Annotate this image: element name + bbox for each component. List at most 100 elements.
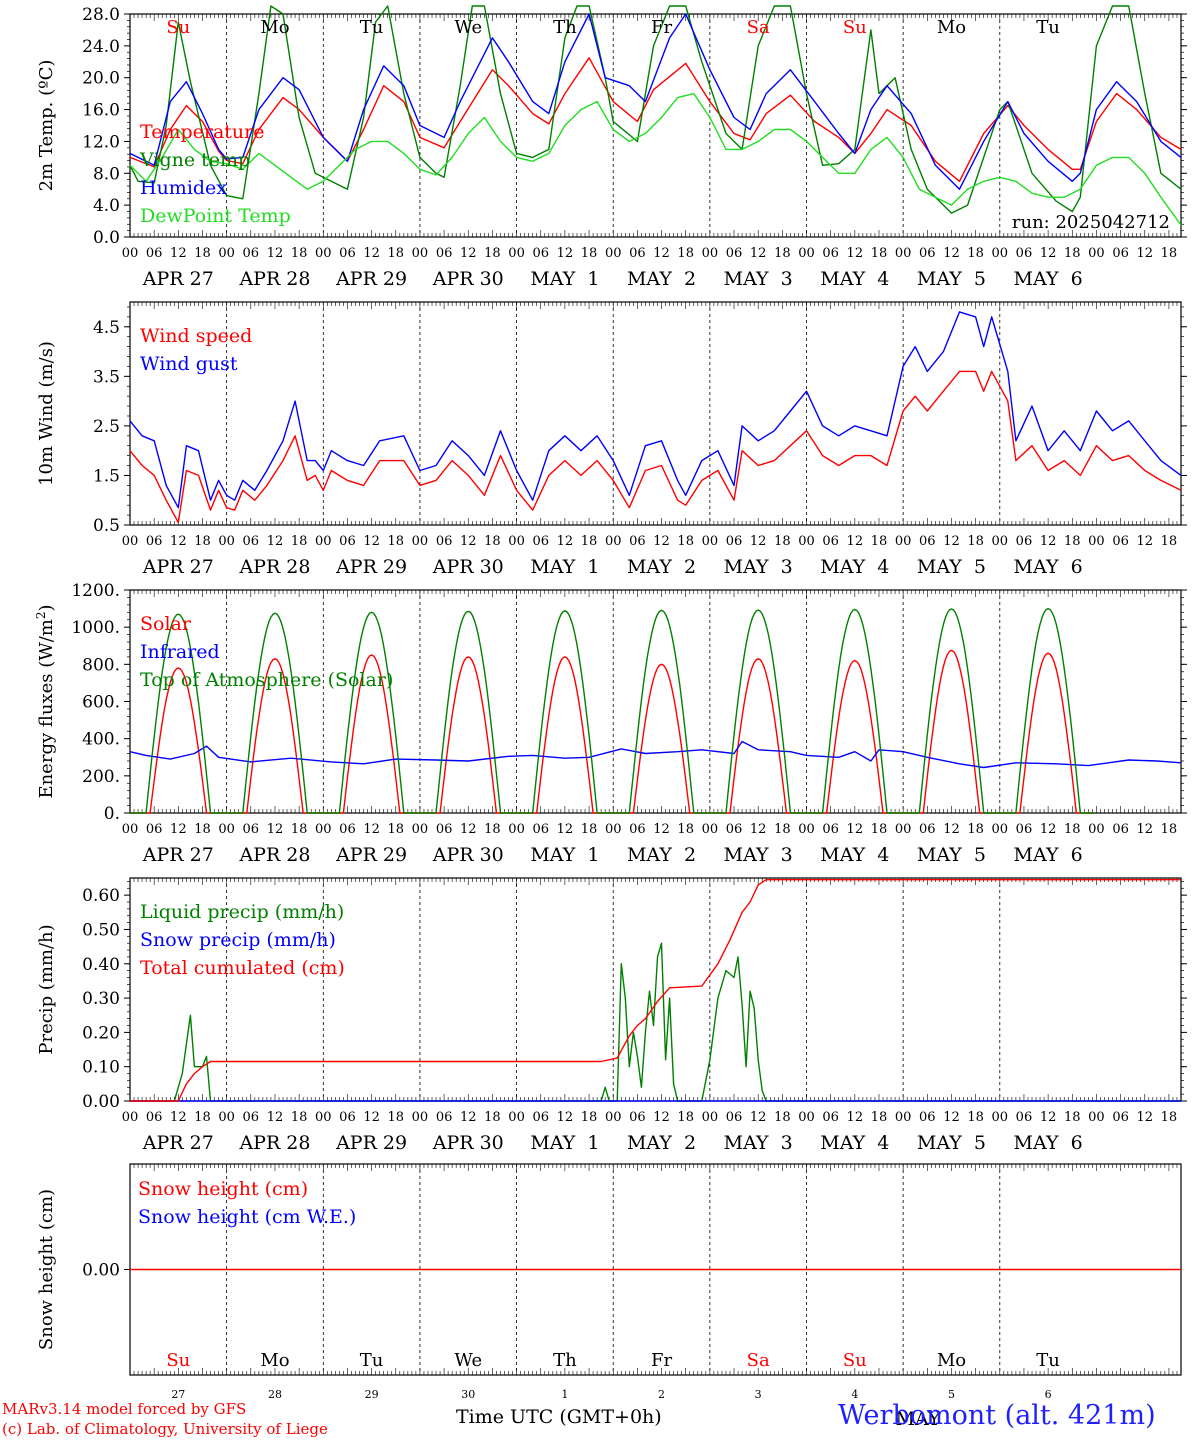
hour-label: 00 <box>605 246 622 261</box>
hour-label: 12 <box>1040 1110 1057 1125</box>
y-tick-label: 0.00 <box>82 1092 120 1112</box>
date-label: APR 27 <box>142 844 214 866</box>
date-label: MAY 4 <box>820 1132 889 1154</box>
date-label: MAY 6 <box>1014 844 1083 866</box>
hour-label: 18 <box>387 534 404 549</box>
hour-label: 00 <box>605 534 622 549</box>
day-number: 4 <box>851 1388 858 1401</box>
hour-label: 06 <box>629 246 646 261</box>
hour-label: 12 <box>943 822 960 837</box>
hour-label: 06 <box>1016 1110 1033 1125</box>
hour-label: 12 <box>943 534 960 549</box>
hour-label: 00 <box>315 822 332 837</box>
plot-frame <box>129 301 1182 526</box>
hour-label: 06 <box>532 534 549 549</box>
hour-label: 18 <box>387 1110 404 1125</box>
hour-label: 00 <box>702 1110 719 1125</box>
date-label: MAY 5 <box>917 556 986 578</box>
hour-label: 12 <box>1040 534 1057 549</box>
hour-label: 12 <box>750 822 767 837</box>
model-credit: MARv3.14 model forced by GFS <box>2 1400 247 1418</box>
hour-label: 12 <box>267 1110 284 1125</box>
hour-label: 06 <box>726 1110 743 1125</box>
station-name: Werbomont (alt. 421m) <box>838 1400 1156 1431</box>
hour-label: 12 <box>750 246 767 261</box>
hour-label: 18 <box>871 534 888 549</box>
date-label: MAY 5 <box>917 268 986 290</box>
month-label: MAY <box>896 1408 941 1430</box>
date-label: MAY 3 <box>724 268 793 290</box>
hour-label: 06 <box>822 1110 839 1125</box>
day-number: 29 <box>365 1388 379 1401</box>
hour-label: 00 <box>218 246 235 261</box>
hour-label: 12 <box>363 534 380 549</box>
date-label: APR 30 <box>432 556 504 578</box>
day-number: 6 <box>1045 1388 1052 1401</box>
hour-label: 12 <box>267 246 284 261</box>
hour-label: 12 <box>1040 822 1057 837</box>
hour-label: 00 <box>992 534 1009 549</box>
hour-label: 00 <box>122 822 139 837</box>
legend-label: Snow height (cm) <box>138 1178 308 1200</box>
series-line-infrared <box>129 740 1182 769</box>
date-label: MAY 4 <box>820 556 889 578</box>
hour-label: 18 <box>677 1110 694 1125</box>
hour-label: 12 <box>170 534 187 549</box>
hour-label: 12 <box>267 822 284 837</box>
legend-label: Temperature <box>140 121 264 143</box>
hour-label: 12 <box>943 1110 960 1125</box>
hour-label: 18 <box>774 534 791 549</box>
day-number: 5 <box>948 1388 955 1401</box>
date-label: APR 29 <box>335 1132 407 1154</box>
y-tick-label: 0.0 <box>93 228 120 248</box>
y-tick-label: 4.0 <box>93 196 120 216</box>
hour-label: 18 <box>194 822 211 837</box>
y-tick-label: 12.0 <box>82 132 120 152</box>
hour-label: 00 <box>412 246 429 261</box>
hour-label: 00 <box>798 1110 815 1125</box>
weekday-label: Su <box>843 17 867 38</box>
hour-label: 18 <box>677 246 694 261</box>
hour-label: 06 <box>1016 822 1033 837</box>
hour-label: 12 <box>557 822 574 837</box>
day-number: 2 <box>658 1388 665 1401</box>
hour-label: 00 <box>895 246 912 261</box>
date-label: APR 29 <box>335 268 407 290</box>
hour-label: 00 <box>218 1110 235 1125</box>
series-line-vigne-temp <box>129 5 1182 214</box>
hour-label: 18 <box>774 246 791 261</box>
hour-label: 18 <box>387 246 404 261</box>
hour-label: 18 <box>1064 534 1081 549</box>
hour-label: 12 <box>170 1110 187 1125</box>
hour-label: 00 <box>508 822 525 837</box>
y-tick-label: 800. <box>82 655 120 675</box>
hour-label: 00 <box>218 822 235 837</box>
hour-label: 18 <box>967 534 984 549</box>
hour-label: 18 <box>871 1110 888 1125</box>
hour-label: 00 <box>605 822 622 837</box>
hour-label: 00 <box>798 246 815 261</box>
hour-label: 06 <box>339 1110 356 1125</box>
hour-label: 12 <box>847 822 864 837</box>
date-label: APR 30 <box>432 268 504 290</box>
hour-label: 06 <box>532 246 549 261</box>
hour-label: 18 <box>194 534 211 549</box>
hour-label: 06 <box>243 1110 260 1125</box>
hour-label: 00 <box>122 1110 139 1125</box>
lab-credit: (c) Lab. of Climatology, University of L… <box>2 1420 328 1438</box>
hour-label: 06 <box>629 534 646 549</box>
weekday-label: Fr <box>651 17 672 38</box>
hour-label: 18 <box>484 1110 501 1125</box>
legend-label: Wind speed <box>140 325 252 347</box>
hour-label: 06 <box>146 822 163 837</box>
date-label: MAY 4 <box>820 268 889 290</box>
hour-label: 00 <box>508 534 525 549</box>
hour-label: 18 <box>581 822 598 837</box>
hour-label: 12 <box>557 534 574 549</box>
bottom-weekday-label: Mo <box>937 1350 966 1371</box>
y-tick-label: 24.0 <box>82 37 120 57</box>
hour-label: 12 <box>653 246 670 261</box>
date-label: MAY 4 <box>820 844 889 866</box>
bottom-weekday-label: Th <box>553 1350 577 1371</box>
date-label: APR 28 <box>238 844 310 866</box>
